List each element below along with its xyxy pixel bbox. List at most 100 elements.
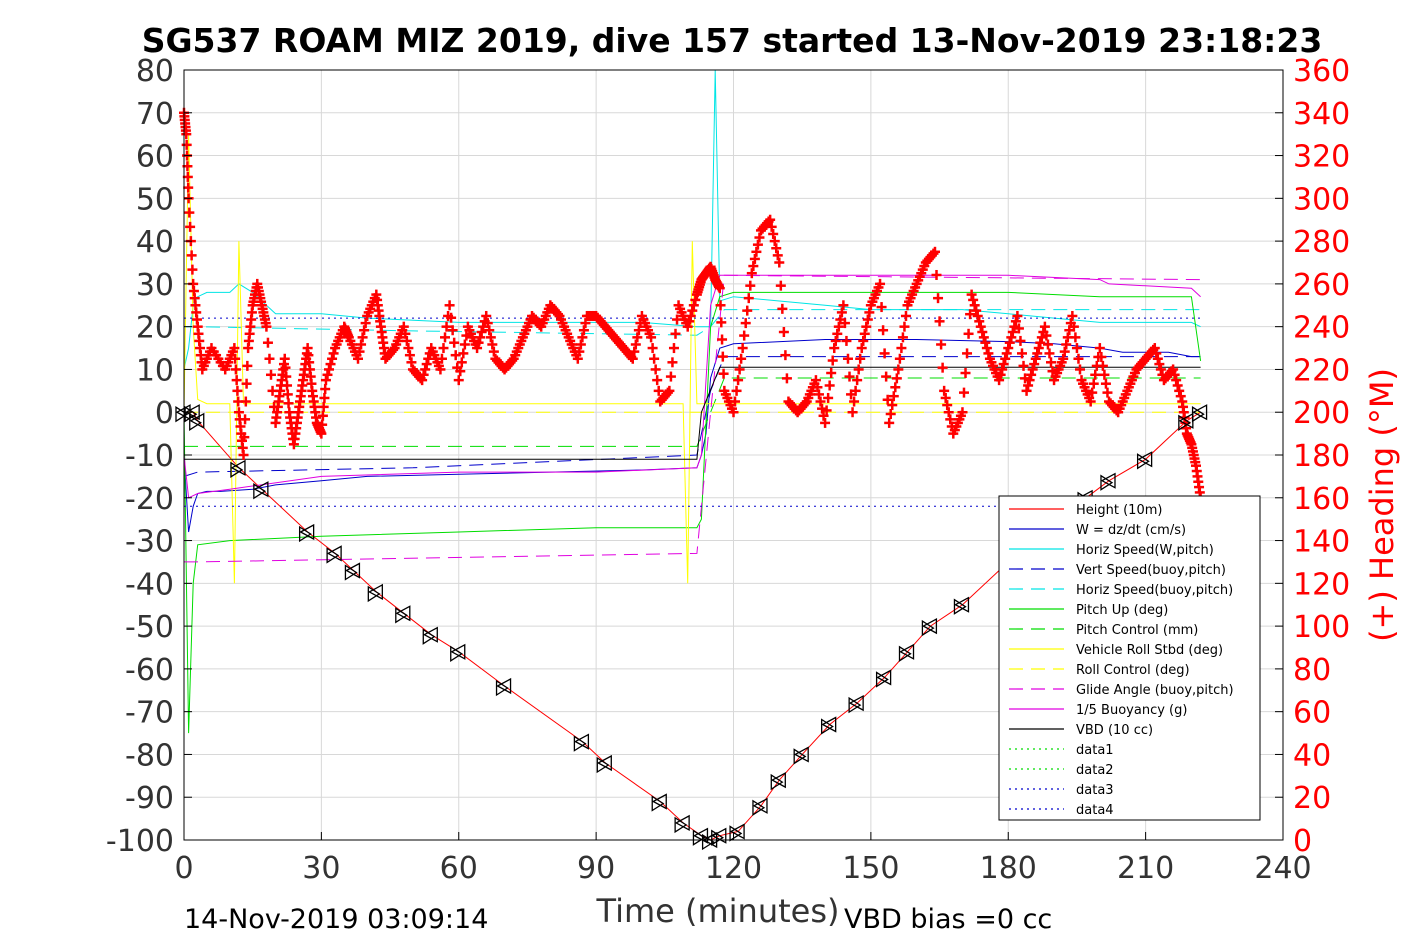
heading-point xyxy=(746,268,757,279)
heading-point xyxy=(777,303,788,314)
y2-tick-label: 300 xyxy=(1293,182,1350,217)
heading-point xyxy=(740,318,751,329)
dive-marker-right xyxy=(573,735,587,752)
heading-point xyxy=(1006,332,1017,343)
heading-point xyxy=(968,294,979,305)
heading-point xyxy=(232,385,243,396)
heading-point xyxy=(743,293,754,304)
heading-point xyxy=(282,389,293,400)
heading-point xyxy=(739,330,750,341)
heading-point xyxy=(1175,391,1186,402)
dive-marker-right xyxy=(1136,453,1150,470)
heading-point xyxy=(647,343,658,354)
heading-point xyxy=(685,310,696,321)
heading-point xyxy=(241,378,252,389)
dive-marker-right xyxy=(495,679,509,697)
heading-point xyxy=(823,392,834,403)
x-tick-label: 150 xyxy=(842,851,899,886)
heading-point xyxy=(995,369,1006,380)
legend-label: VBD (10 cc) xyxy=(1076,723,1153,738)
series-buoyancy xyxy=(183,274,1201,499)
heading-point xyxy=(183,182,194,193)
heading-point xyxy=(487,339,498,350)
heading-point xyxy=(752,239,763,250)
heading-point xyxy=(574,346,585,357)
dive-marker-right xyxy=(1100,474,1114,491)
heading-point xyxy=(942,400,953,411)
heading-point xyxy=(484,325,495,336)
heading-point xyxy=(1087,387,1098,398)
legend-label: Vehicle Roll Stbd (deg) xyxy=(1076,643,1223,658)
heading-point xyxy=(406,357,417,368)
heading-point xyxy=(862,314,873,325)
y2-tick-label: 220 xyxy=(1293,353,1350,388)
heading-point xyxy=(1154,359,1165,370)
heading-point xyxy=(1032,348,1043,359)
heading-point xyxy=(1001,348,1012,359)
heading-point xyxy=(1102,387,1113,398)
heading-point xyxy=(580,318,591,329)
heading-point xyxy=(690,294,701,305)
y-tick-label: -100 xyxy=(106,824,174,859)
heading-point xyxy=(772,250,783,261)
heading-point xyxy=(1155,364,1166,375)
heading-point xyxy=(997,364,1008,375)
heading-point xyxy=(318,401,329,412)
y-tick-label: -90 xyxy=(125,781,174,816)
heading-point xyxy=(928,248,939,259)
heading-point xyxy=(893,364,904,375)
heading-point xyxy=(1088,378,1099,389)
y2-tick-label: 120 xyxy=(1293,567,1350,602)
heading-point xyxy=(353,353,364,364)
heading-point xyxy=(1100,378,1111,389)
dive-marker-right xyxy=(752,799,766,816)
heading-point xyxy=(239,432,250,443)
legend-entry: Pitch Control (mm) xyxy=(1009,623,1198,638)
heading-point xyxy=(316,428,327,439)
heading-point xyxy=(418,369,429,380)
heading-point xyxy=(187,264,198,275)
y2-tick-label: 100 xyxy=(1293,610,1350,645)
heading-point xyxy=(475,332,486,343)
heading-point xyxy=(688,300,699,311)
heading-point xyxy=(963,328,974,339)
heading-point xyxy=(242,360,253,371)
heading-point xyxy=(899,321,910,332)
heading-point xyxy=(742,305,753,316)
heading-point xyxy=(718,368,729,379)
heading-point xyxy=(1021,385,1032,396)
heading-point xyxy=(417,375,428,386)
heading-point xyxy=(400,328,411,339)
legend-entry: 1/5 Buoyancy (g) xyxy=(1009,703,1187,718)
y-tick-label: 40 xyxy=(136,225,174,260)
heading-point xyxy=(632,332,643,343)
heading-point xyxy=(649,353,660,364)
y-axis-right: 3603403203002802602402202001801601401201… xyxy=(1275,54,1350,859)
heading-point xyxy=(850,385,861,396)
legend-entry: data2 xyxy=(1009,763,1114,778)
heading-point xyxy=(826,368,837,379)
heading-point xyxy=(320,375,331,386)
legend-label: Horiz Speed(buoy,pitch) xyxy=(1076,583,1233,598)
heading-point xyxy=(829,343,840,354)
dive-marker-right xyxy=(729,825,743,842)
heading-point xyxy=(763,216,774,227)
dive-marker-right xyxy=(821,718,834,735)
heading-point xyxy=(682,321,693,332)
heading-point xyxy=(230,353,241,364)
heading-point xyxy=(476,327,487,338)
heading-point xyxy=(629,346,640,357)
heading-point xyxy=(317,419,328,430)
legend-label: data1 xyxy=(1076,743,1114,758)
legend-entry: Vert Speed(buoy,pitch) xyxy=(1009,563,1226,578)
series-horiz-speed xyxy=(183,69,1201,370)
heading-point xyxy=(1058,353,1069,364)
heading-point xyxy=(687,305,698,316)
heading-point xyxy=(1152,353,1163,364)
heading-point xyxy=(283,398,294,409)
y-tick-label: 50 xyxy=(136,182,174,217)
heading-point xyxy=(354,346,365,357)
footer-timestamp: 14-Nov-2019 03:09:14 xyxy=(184,904,488,935)
heading-point xyxy=(1004,337,1015,348)
y2-tick-label: 340 xyxy=(1293,97,1350,132)
